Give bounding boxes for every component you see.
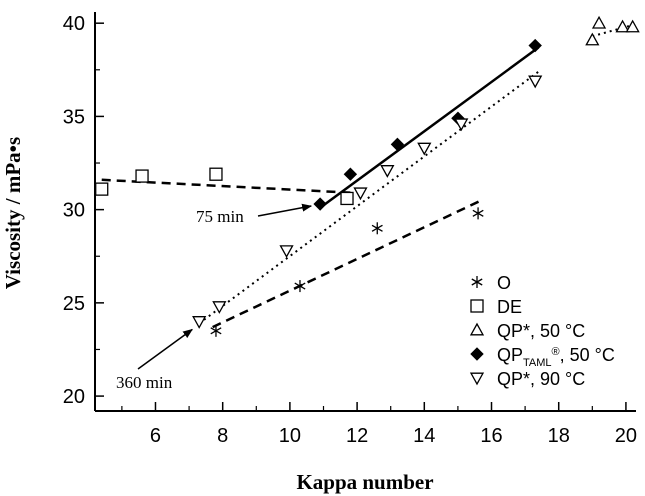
fit-lines <box>101 24 633 329</box>
y-tick-label: 25 <box>63 293 85 315</box>
legend-marker <box>469 322 485 336</box>
asterisk-stroke <box>294 282 306 290</box>
data-point <box>528 38 542 53</box>
data-point <box>390 137 405 152</box>
legend-marker <box>471 276 483 288</box>
data-point <box>380 165 395 178</box>
annotations: 75 min 360 min <box>116 203 313 392</box>
annotation-arrow <box>137 328 193 370</box>
fit-line <box>101 178 354 195</box>
data-point <box>209 167 223 181</box>
data-points <box>95 15 640 337</box>
fit-line <box>319 46 540 209</box>
data-point <box>371 222 383 235</box>
x-axis-title: Kappa number <box>296 470 433 494</box>
x-tick-label: 8 <box>217 425 228 447</box>
legend-label: QPTAML®, 50 °C <box>497 345 615 369</box>
fit-line <box>592 24 633 38</box>
asterisk-stroke <box>472 209 484 217</box>
data-point <box>343 167 358 181</box>
legend-label: DE <box>497 297 522 317</box>
legend-marker <box>469 372 485 386</box>
annotation-360-min: 360 min <box>116 373 173 392</box>
x-tick-label: 6 <box>150 425 161 447</box>
y-tick-label: 20 <box>63 386 85 408</box>
plot-axes: 6 8 10 12 14 16 18 20 20 25 30 35 40 <box>63 12 637 447</box>
fit-line <box>212 199 482 329</box>
data-point <box>313 197 327 211</box>
y-tick-label: 40 <box>63 13 85 35</box>
data-point <box>591 15 607 29</box>
y-tick-label: 30 <box>63 200 85 222</box>
legend-label: QP*, 90 °C <box>497 369 585 389</box>
fit-line <box>198 70 540 325</box>
data-point <box>95 182 109 196</box>
data-point <box>294 280 306 293</box>
data-point <box>417 142 432 156</box>
data-point <box>135 169 149 183</box>
data-point <box>585 32 600 46</box>
y-axis-title: Viscosity / mPa•s <box>1 137 25 289</box>
data-point <box>210 324 222 337</box>
data-point <box>192 316 207 329</box>
asterisk-stroke <box>471 278 483 286</box>
data-point <box>528 75 543 89</box>
data-point <box>625 19 640 33</box>
data-point <box>472 207 484 220</box>
x-tick-label: 20 <box>615 425 637 447</box>
annotation-arrow <box>257 203 313 217</box>
legend-marker <box>470 299 484 313</box>
y-tick-label: 35 <box>63 106 85 128</box>
x-tick-label: 18 <box>548 425 570 447</box>
x-tick-label: 16 <box>480 425 502 447</box>
data-point <box>615 19 630 33</box>
legend: O DE QP*, 50 °C QPTAML®, 50 °CQP*, 90 °C <box>469 273 615 389</box>
asterisk-stroke <box>210 327 222 335</box>
legend-label: QP*, 50 °C <box>497 321 585 341</box>
data-point <box>279 245 294 258</box>
data-point <box>340 191 354 206</box>
asterisk-stroke <box>371 224 383 232</box>
legend-label: O <box>497 273 511 293</box>
x-tick-label: 12 <box>346 425 368 447</box>
data-point <box>353 187 368 201</box>
data-point <box>212 301 227 314</box>
annotation-75-min: 75 min <box>196 207 244 226</box>
x-tick-label: 14 <box>413 425 435 447</box>
legend-marker <box>470 347 484 361</box>
x-tick-label: 10 <box>279 425 301 447</box>
data-point <box>454 118 469 132</box>
